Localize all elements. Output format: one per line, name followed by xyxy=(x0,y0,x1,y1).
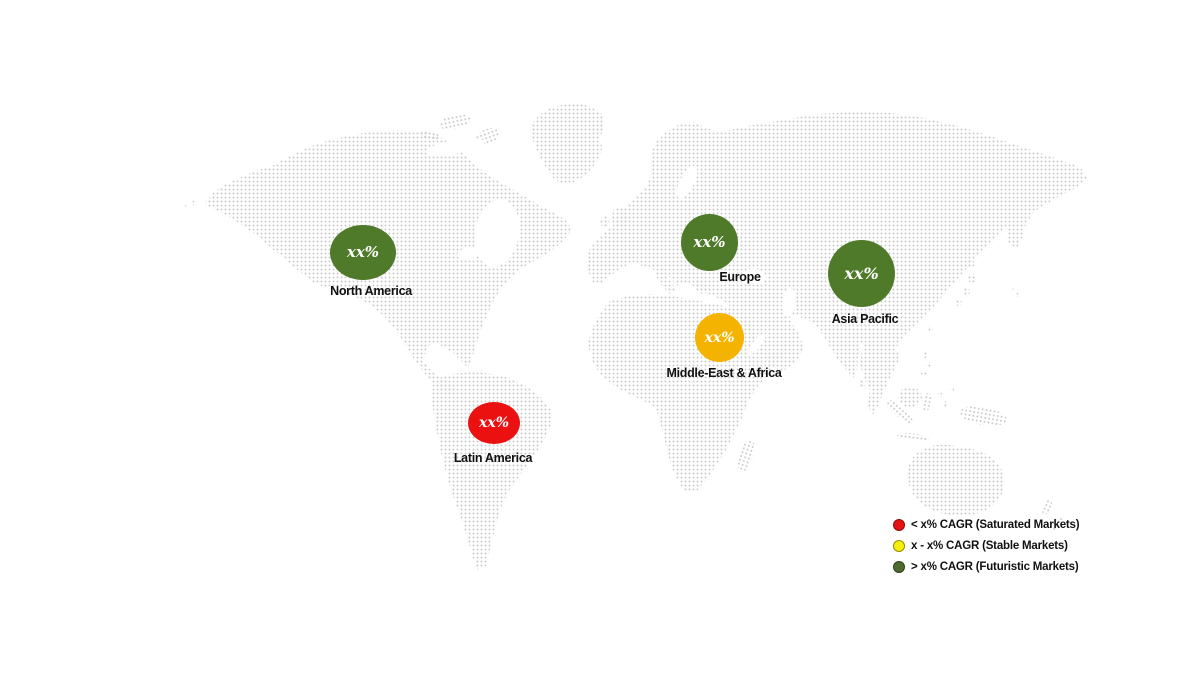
legend-item-saturated: < x% CAGR (Saturated Markets) xyxy=(893,518,1080,532)
region-value-latin-america: xx% xyxy=(479,415,509,431)
region-label-europe: Europe xyxy=(719,270,761,284)
region-bubble-asia-pacific: xx% xyxy=(828,240,895,307)
region-value-asia-pacific: xx% xyxy=(844,263,879,283)
region-label-asia-pacific: Asia Pacific xyxy=(831,312,899,326)
region-bubble-europe: xx% xyxy=(681,214,738,271)
legend-dot-stable xyxy=(893,540,905,552)
island-greenland xyxy=(530,103,605,185)
legend-dot-saturated xyxy=(893,519,905,531)
island-madagascar xyxy=(737,439,755,473)
island-britain xyxy=(612,206,630,230)
region-value-europe: xx% xyxy=(693,233,726,251)
region-bubble-latin-america: xx% xyxy=(468,402,520,444)
peninsula-italy xyxy=(652,262,676,294)
legend-item-futuristic: > x% CAGR (Futuristic Markets) xyxy=(893,560,1079,574)
continent-australia xyxy=(907,444,1005,516)
islands-japan xyxy=(956,246,1020,306)
region-label-north-america: North America xyxy=(330,284,412,298)
legend-item-stable: x - x% CAGR (Stable Markets) xyxy=(893,539,1079,553)
legend-label-futuristic: > x% CAGR (Futuristic Markets) xyxy=(911,561,1079,573)
cagr-legend: < x% CAGR (Saturated Markets) x - x% CAG… xyxy=(893,518,1080,574)
legend-dot-futuristic xyxy=(893,561,905,573)
region-value-middle-east-africa: xx% xyxy=(704,329,735,346)
region-bubble-middle-east-africa: xx% xyxy=(695,313,744,362)
region-label-middle-east-africa: Middle-East & Africa xyxy=(666,366,782,380)
island-tasmania xyxy=(979,522,987,530)
map-land-layer xyxy=(184,103,1088,570)
map-sea-layer xyxy=(425,138,797,355)
peninsula-greece xyxy=(694,278,710,294)
sea-red xyxy=(748,333,766,355)
region-value-north-america: xx% xyxy=(346,243,380,261)
lakes-great-lakes xyxy=(457,246,483,260)
legend-label-stable: x - x% CAGR (Stable Markets) xyxy=(911,540,1068,552)
sea-black xyxy=(740,269,766,285)
continent-south-america xyxy=(432,372,552,570)
region-bubble-north-america: xx% xyxy=(330,225,396,280)
islands-new-zealand xyxy=(1042,499,1063,531)
sea-hudson-bay xyxy=(474,199,520,267)
islands-indonesia xyxy=(886,387,1007,441)
sea-baltic xyxy=(676,165,698,199)
region-label-latin-america: Latin America xyxy=(453,451,533,465)
legend-label-saturated: < x% CAGR (Saturated Markets) xyxy=(911,519,1080,531)
islands-philippines xyxy=(921,352,932,377)
sea-caspian xyxy=(781,288,797,316)
